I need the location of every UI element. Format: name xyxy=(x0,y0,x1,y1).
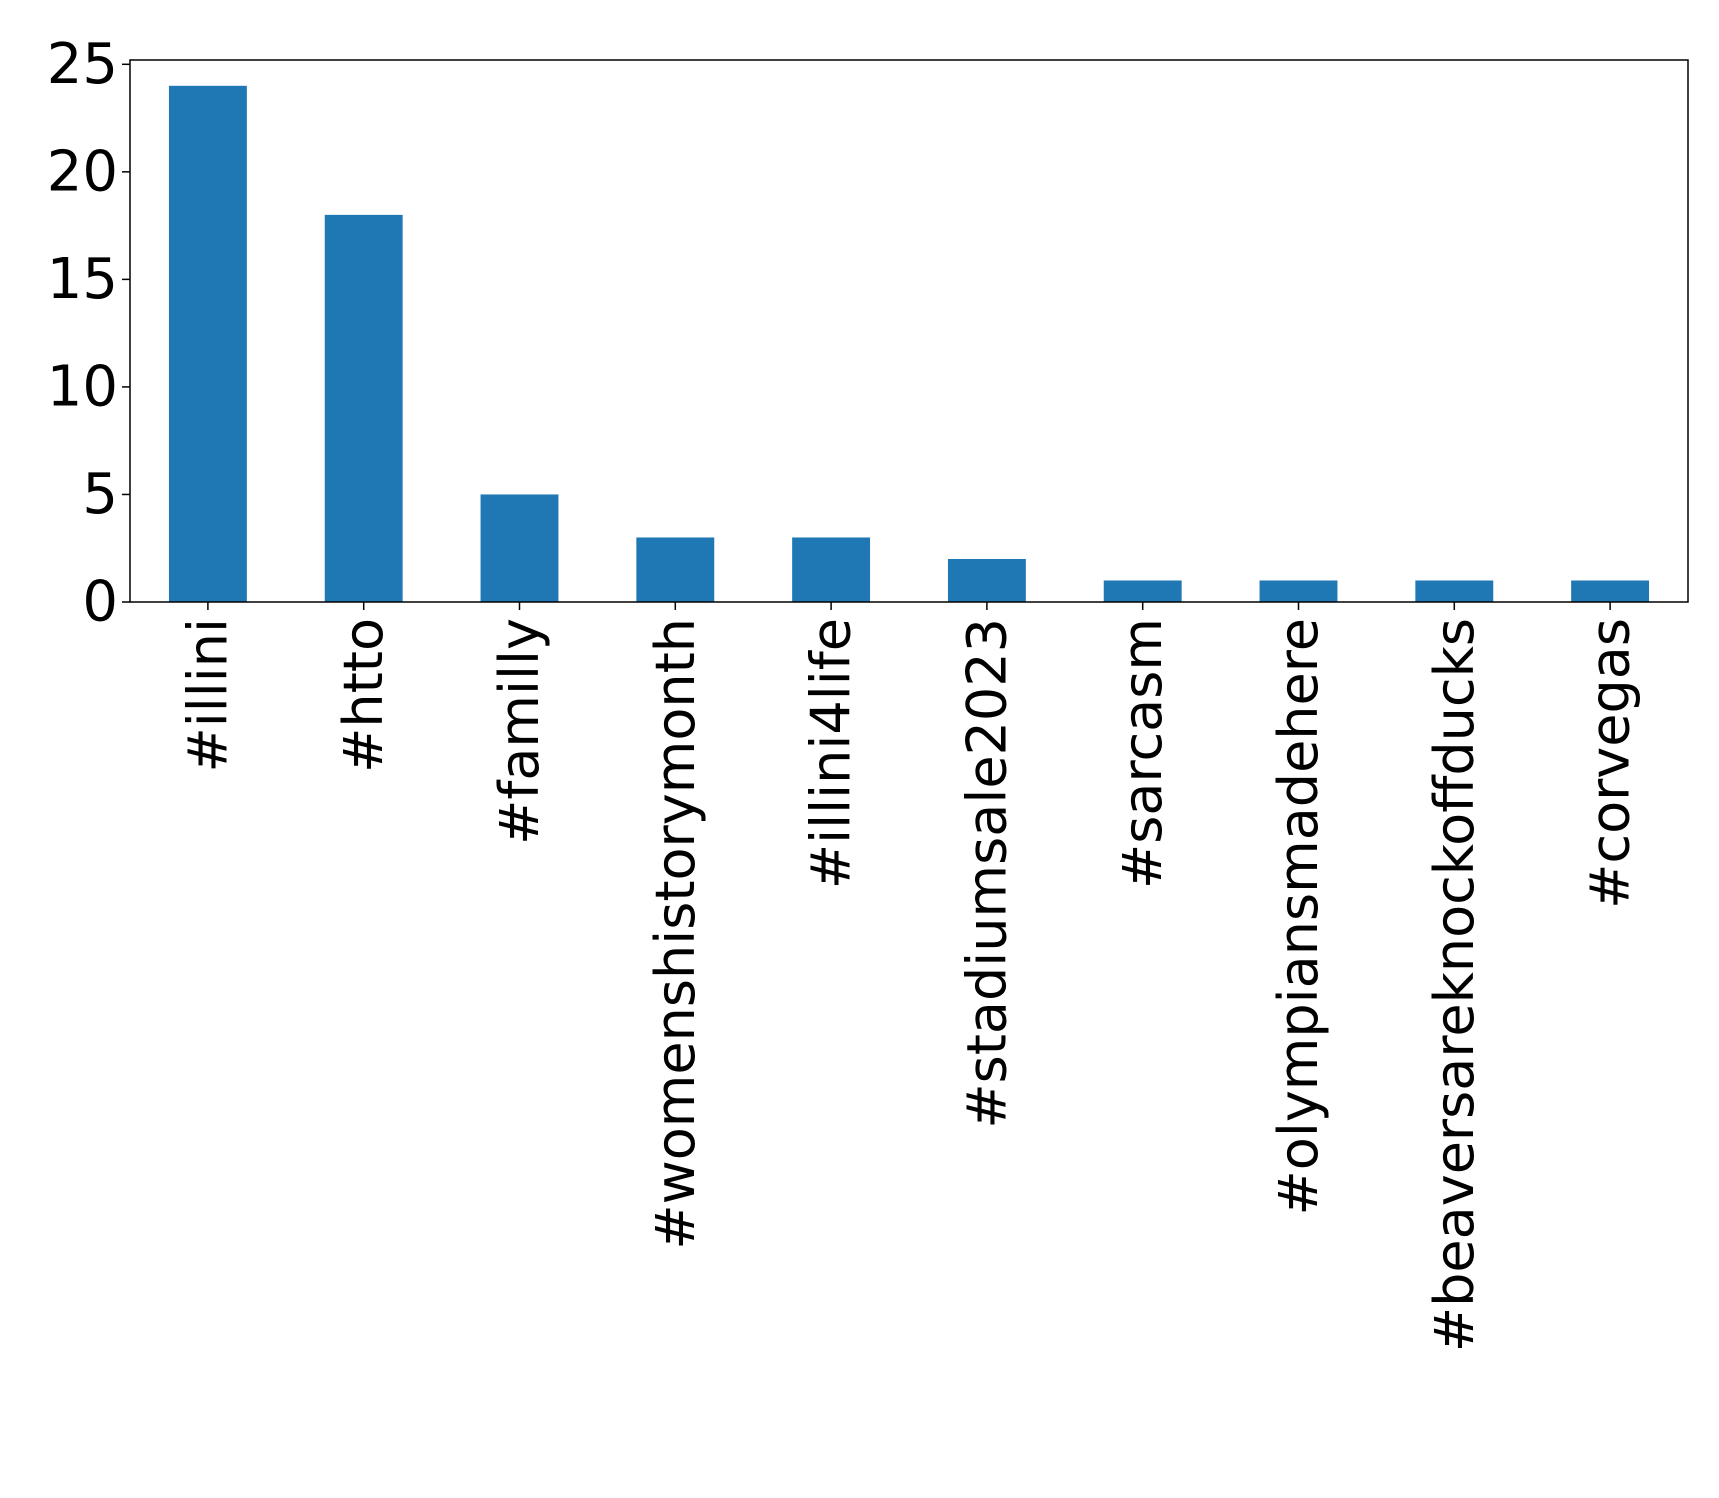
bar-illini4life xyxy=(792,537,871,602)
bar-womenshistorymonth xyxy=(636,537,715,602)
x-tick-label: #stadiumsale2023 xyxy=(955,618,1018,1129)
plot-frame xyxy=(129,59,1689,603)
x-tick-label: #corvegas xyxy=(1579,618,1642,909)
bar-familly xyxy=(480,494,559,602)
x-tick-label: #htto xyxy=(332,618,395,773)
x-tick-label: #beaversareknockoffducks xyxy=(1423,618,1486,1352)
y-tick-label: 0 xyxy=(82,570,118,635)
x-tick-label: #sarcasm xyxy=(1111,618,1174,889)
bar-corvegas xyxy=(1571,580,1650,602)
bar-olympiansmadehere xyxy=(1259,580,1338,602)
x-tick-label: #womenshistorymonth xyxy=(644,618,707,1250)
bar-illini xyxy=(168,85,247,603)
x-tick-label: #illini xyxy=(176,618,239,773)
y-tick-label: 10 xyxy=(47,354,118,419)
x-axis: #illini #htto #familly #womenshistorymonth #… xyxy=(176,602,1642,1352)
bar-sarcasm xyxy=(1103,580,1182,602)
bar-stadiumsale2023 xyxy=(947,558,1026,602)
x-tick-label: #olympiansmadehere xyxy=(1267,618,1330,1215)
y-tick-label: 15 xyxy=(47,247,118,312)
y-tick-label: 20 xyxy=(47,139,118,204)
x-tick-label: #familly xyxy=(488,618,551,845)
y-tick-label: 5 xyxy=(82,462,118,527)
y-axis: 0 5 10 15 20 25 xyxy=(47,32,130,635)
y-tick-label: 25 xyxy=(47,32,118,97)
bar-htto xyxy=(324,214,403,602)
x-tick-label: #illini4life xyxy=(800,618,863,889)
bar-beaversareknockoffducks xyxy=(1415,580,1494,602)
bars-group xyxy=(168,85,1650,603)
